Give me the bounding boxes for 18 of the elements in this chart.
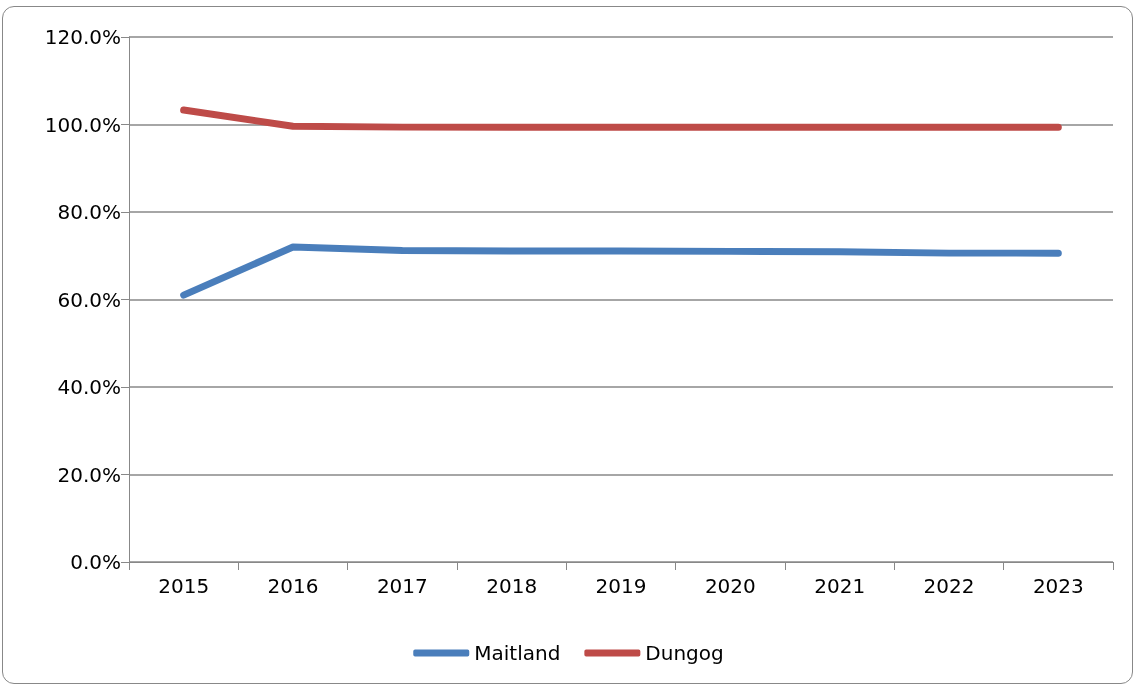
y-tick-label: 100.0% [44,112,121,137]
x-tick-label: 2023 [1032,574,1084,598]
x-tick-label: 2021 [814,574,866,598]
y-tick-label: 20.0% [57,462,121,487]
x-tick-label: 2016 [267,574,319,598]
x-tick-label: 2022 [923,574,975,598]
y-tick-label: 40.0% [57,375,121,399]
x-tick-label: 2019 [595,574,647,598]
y-tick-label: 120.0% [44,25,121,49]
x-tick-label: 2020 [704,574,756,598]
y-tick-label: 60.0% [57,287,121,312]
x-tick-label: 2018 [486,574,538,598]
y-tick-label: 80.0% [57,200,121,224]
legend-label: Maitland [474,641,561,665]
legend-label: Dungog [645,641,724,665]
x-tick-label: 2015 [158,574,210,598]
x-tick-label: 2017 [376,574,428,598]
y-tick-label: 0.0% [70,550,121,574]
